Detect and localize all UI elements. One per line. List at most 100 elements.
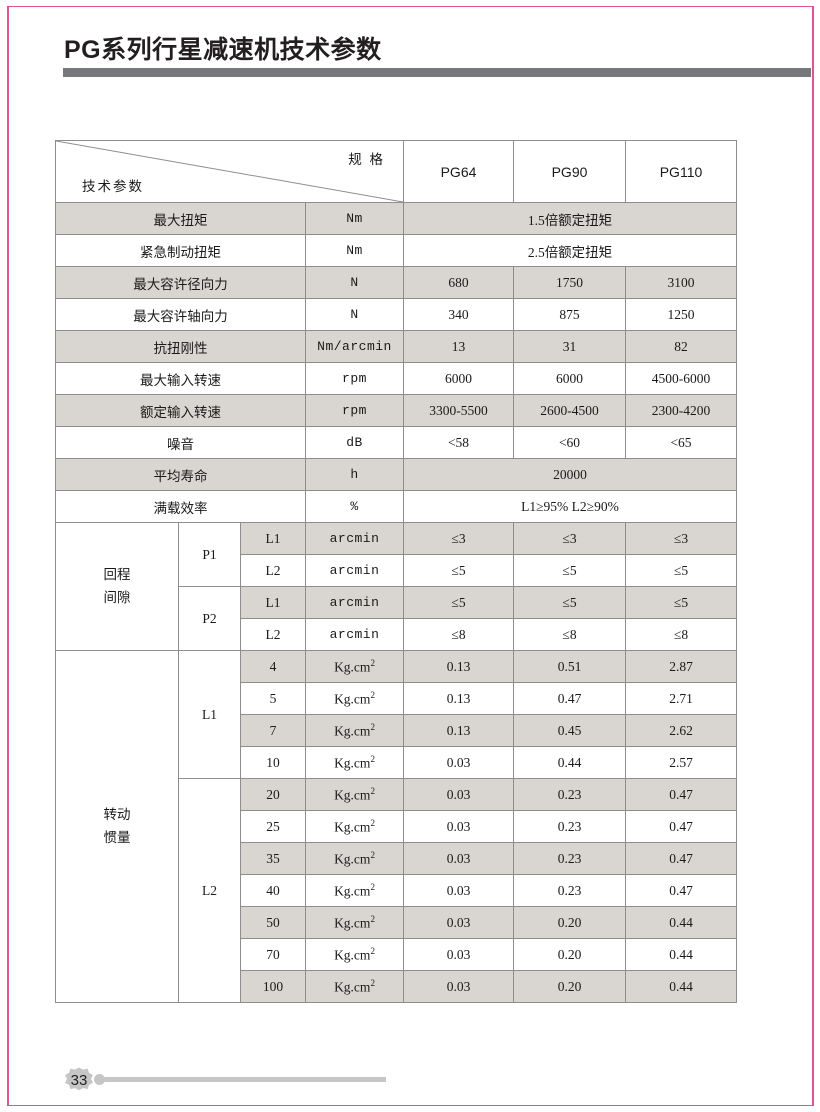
param-value-cell: <58 — [403, 426, 514, 459]
inertia-value-cell: 0.51 — [513, 650, 626, 683]
page-frame-bottom — [7, 1105, 813, 1106]
inertia-value-cell: 0.44 — [513, 746, 626, 779]
param-unit-cell: Nm — [305, 234, 404, 267]
backlash-row: 回程 间隙 P1 L1 arcmin ≤3 ≤3 ≤3 — [55, 522, 737, 651]
inertia-unit-cell: Kg.cm2 — [305, 810, 404, 843]
param-name-cell: 最大容许径向力 — [55, 266, 306, 299]
param-unit-cell: % — [305, 490, 404, 523]
backlash-value-cell: ≤8 — [403, 618, 514, 651]
param-value-cell: 31 — [513, 330, 626, 363]
param-value-cell: 2300-4200 — [625, 394, 737, 427]
inertia-value-cell: 0.13 — [403, 650, 514, 683]
backlash-stage-cell: L2 — [240, 618, 306, 651]
inertia-value-cell: 0.47 — [625, 874, 737, 907]
param-unit-cell: N — [305, 298, 404, 331]
table-row: 紧急制动扭矩 Nm 2.5倍额定扭矩 — [55, 234, 737, 267]
gear-icon — [65, 1067, 93, 1091]
inertia-ratio-cell: 35 — [240, 842, 306, 875]
param-value-cell: 82 — [625, 330, 737, 363]
backlash-unit-cell: arcmin — [305, 522, 404, 555]
param-name-cell: 最大容许轴向力 — [55, 298, 306, 331]
param-name-cell: 满载效率 — [55, 490, 306, 523]
inertia-value-cell: 2.62 — [625, 714, 737, 747]
inertia-unit-cell: Kg.cm2 — [305, 874, 404, 907]
inertia-row: 25 Kg.cm2 0.03 0.23 0.47 — [56, 810, 737, 843]
inertia-ratio-cell: 40 — [240, 874, 306, 907]
inertia-value-cell: 0.03 — [403, 810, 514, 843]
inertia-stage-label-l2: L2 — [178, 778, 241, 1003]
inertia-value-cell: 0.03 — [403, 842, 514, 875]
footer-rule — [99, 1077, 386, 1082]
inertia-unit-cell: Kg.cm2 — [305, 714, 404, 747]
param-name-cell: 额定输入转速 — [55, 394, 306, 427]
page-frame-left — [7, 6, 9, 1106]
inertia-value-cell: 0.03 — [403, 874, 514, 907]
param-axis-label: 技术参数 — [82, 179, 144, 194]
inertia-ratio-cell: 50 — [240, 906, 306, 939]
model-header-pg90: PG90 — [513, 140, 626, 203]
backlash-value-cell: ≤5 — [625, 554, 737, 587]
spec-axis-label: 规 格 — [348, 152, 385, 167]
inertia-value-cell: 0.20 — [513, 906, 626, 939]
param-unit-cell: rpm — [305, 362, 404, 395]
backlash-stage-cell: L1 — [240, 522, 306, 555]
backlash-row: L2 arcmin ≤8 ≤8 ≤8 — [56, 618, 737, 651]
param-name-cell: 抗扭刚性 — [55, 330, 306, 363]
table-corner-cell: 规 格技术参数 — [55, 140, 404, 203]
inertia-unit-cell: Kg.cm2 — [305, 906, 404, 939]
inertia-value-cell: 0.03 — [403, 778, 514, 811]
inertia-value-cell: 0.20 — [513, 938, 626, 971]
page-frame-top — [7, 6, 813, 7]
param-value-cell: 1250 — [625, 298, 737, 331]
param-name-cell: 最大扭矩 — [55, 202, 306, 235]
backlash-value-cell: ≤3 — [403, 522, 514, 555]
param-name-cell: 噪音 — [55, 426, 306, 459]
table-row: 最大输入转速 rpm 6000 6000 4500-6000 — [55, 362, 737, 395]
backlash-precision-label-p1: P1 — [178, 522, 241, 587]
param-name-cell: 最大输入转速 — [55, 362, 306, 395]
param-value-cell: 6000 — [403, 362, 514, 395]
table-header-row: 规 格技术参数 PG64 PG90 PG110 — [55, 140, 737, 203]
backlash-value-cell: ≤5 — [403, 586, 514, 619]
inertia-ratio-cell: 20 — [240, 778, 306, 811]
inertia-value-cell: 0.20 — [513, 970, 626, 1003]
param-value-cell: <65 — [625, 426, 737, 459]
inertia-value-cell: 0.44 — [625, 970, 737, 1003]
inertia-stage-label-l1: L1 — [178, 650, 241, 779]
table-row: 最大容许径向力 N 680 1750 3100 — [55, 266, 737, 299]
inertia-row: 转动 惯量 L1 4 Kg.cm2 0.13 0.51 2.87 — [55, 650, 737, 1003]
backlash-value-cell: ≤5 — [625, 586, 737, 619]
title-underline-rule — [63, 68, 811, 77]
backlash-stage-cell: L2 — [240, 554, 306, 587]
inertia-row: 100 Kg.cm2 0.03 0.20 0.44 — [56, 970, 737, 1003]
inertia-value-cell: 0.23 — [513, 778, 626, 811]
backlash-value-cell: ≤5 — [403, 554, 514, 587]
inertia-unit-cell: Kg.cm2 — [305, 970, 404, 1003]
param-value-cell: 340 — [403, 298, 514, 331]
table-row: 最大扭矩 Nm 1.5倍额定扭矩 — [55, 202, 737, 235]
backlash-value-cell: ≤5 — [513, 554, 626, 587]
param-value-cell: 3100 — [625, 266, 737, 299]
inertia-value-cell: 0.44 — [625, 906, 737, 939]
inertia-ratio-cell: 70 — [240, 938, 306, 971]
inertia-value-cell: 0.45 — [513, 714, 626, 747]
inertia-row: 70 Kg.cm2 0.03 0.20 0.44 — [56, 938, 737, 971]
inertia-ratio-cell: 5 — [240, 682, 306, 715]
inertia-value-cell: 2.57 — [625, 746, 737, 779]
param-name-cell: 平均寿命 — [55, 458, 306, 491]
inertia-ratio-cell: 10 — [240, 746, 306, 779]
page-title: PG系列行星减速机技术参数 — [64, 36, 382, 64]
table-row: 噪音 dB <58 <60 <65 — [55, 426, 737, 459]
inertia-row: 40 Kg.cm2 0.03 0.23 0.47 — [56, 874, 737, 907]
param-value-cell: 3300-5500 — [403, 394, 514, 427]
model-header-pg64: PG64 — [403, 140, 514, 203]
param-value-cell: 13 — [403, 330, 514, 363]
page-frame-right — [812, 6, 814, 1106]
backlash-value-cell: ≤3 — [625, 522, 737, 555]
diagonal-divider-line — [56, 141, 403, 202]
inertia-value-cell: 0.47 — [625, 810, 737, 843]
inertia-row: 50 Kg.cm2 0.03 0.20 0.44 — [56, 906, 737, 939]
param-name-cell: 紧急制动扭矩 — [55, 234, 306, 267]
page-number-text: 33 — [70, 1071, 88, 1089]
param-value-span-cell: 2.5倍额定扭矩 — [403, 234, 737, 267]
